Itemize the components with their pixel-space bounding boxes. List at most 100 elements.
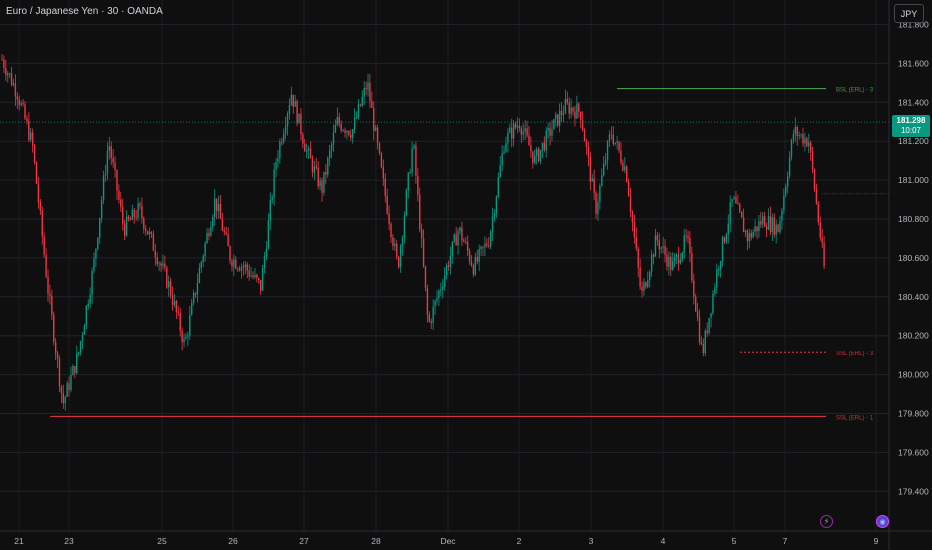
candle-body: [214, 198, 216, 218]
candle-body: [275, 162, 277, 170]
candle-body: [210, 227, 212, 236]
candle-body: [581, 120, 584, 131]
globe-icon[interactable]: ◉: [876, 515, 889, 528]
candle-body: [286, 113, 289, 127]
candle-body: [765, 226, 768, 230]
candle-body: [744, 230, 747, 233]
candle-body: [549, 127, 551, 136]
candle-body: [139, 203, 141, 206]
candle-body: [323, 171, 325, 193]
price-axis[interactable]: 181.800 181.600 181.400 181.200 181.000 180.8…: [898, 20, 929, 497]
last-price-badge: 181.298 10:07: [892, 115, 930, 137]
candle-body: [68, 383, 70, 391]
candle-body: [7, 73, 9, 76]
candle-body: [179, 312, 181, 332]
lightning-icon[interactable]: ⚡: [820, 515, 833, 528]
time-tick-label: 26: [228, 536, 238, 546]
candle-body: [666, 254, 668, 267]
candle-body: [219, 203, 222, 219]
candle-body: [319, 180, 321, 187]
candle-body: [706, 330, 708, 334]
candle-body: [399, 246, 402, 268]
candle-body: [647, 280, 649, 288]
time-tick-label: 7: [783, 536, 788, 546]
candle-body: [384, 178, 386, 196]
candle-body: [639, 267, 641, 287]
candle-body: [267, 220, 270, 249]
candle-body: [79, 341, 82, 353]
candle-body: [120, 199, 122, 208]
candle-body: [823, 243, 825, 267]
candle-body: [33, 145, 36, 163]
candle-body: [181, 331, 183, 343]
candle-body: [47, 276, 49, 294]
price-tick-label: 181.400: [898, 97, 929, 107]
candle-body: [547, 127, 549, 131]
candle-body: [796, 126, 798, 137]
candle-body: [658, 240, 660, 249]
price-tick-label: 180.600: [898, 253, 929, 263]
candle-body: [45, 255, 47, 277]
candle-body: [480, 246, 482, 250]
candle-body: [328, 150, 331, 159]
candle-body: [54, 341, 57, 354]
candle-body: [762, 216, 764, 225]
candle-body: [300, 113, 302, 135]
candle-body: [466, 242, 469, 251]
candle-body: [708, 317, 710, 334]
candle-body: [382, 167, 385, 179]
candle-body: [235, 259, 237, 269]
candle-body: [290, 94, 293, 106]
candle-body: [463, 240, 465, 242]
time-tick-label: 9: [874, 536, 879, 546]
candle-body: [543, 142, 546, 151]
candle-body: [664, 246, 666, 255]
currency-button[interactable]: JPY: [894, 4, 924, 23]
candle-body: [162, 263, 164, 266]
candle-body: [809, 142, 812, 152]
candle-body: [802, 134, 804, 144]
time-tick-label: Dec: [440, 536, 456, 546]
candle-body: [261, 268, 264, 291]
candle-body: [737, 203, 739, 205]
candle-body: [221, 218, 224, 231]
candle-body: [30, 132, 32, 140]
candle-body: [258, 278, 260, 280]
candle-body: [660, 247, 662, 249]
candle-body: [125, 216, 128, 236]
candle-body: [202, 256, 204, 263]
candle-body: [691, 252, 693, 281]
candle-body: [145, 228, 147, 231]
candle-body: [719, 261, 722, 270]
candle-body: [227, 234, 229, 247]
candle-body: [102, 175, 105, 200]
candle-body: [775, 224, 777, 235]
candle-body: [781, 210, 783, 221]
last-price-value: 181.298: [896, 116, 926, 125]
candle-body: [792, 133, 795, 140]
candle-body: [700, 342, 703, 344]
candle-body: [493, 213, 496, 217]
candle-body: [443, 275, 446, 287]
candle-body: [723, 237, 726, 243]
candle-body: [560, 110, 563, 116]
candle-body: [114, 162, 116, 170]
candle-body: [240, 266, 243, 271]
candle-body: [380, 153, 383, 168]
candle-body: [422, 238, 425, 267]
candle-body: [135, 217, 137, 219]
time-tick-label: 3: [589, 536, 594, 546]
candle-body: [403, 215, 406, 238]
candle-body: [570, 107, 572, 114]
candle-body: [304, 143, 306, 152]
candle-body: [677, 254, 680, 264]
level-label: BSL (ERL) - 3: [836, 88, 874, 94]
candle-body: [476, 256, 478, 262]
candle-body: [491, 216, 494, 232]
symbol-title[interactable]: Euro / Japanese Yen · 30 · OANDA: [6, 6, 163, 17]
candle-body: [5, 68, 7, 76]
candle-body: [53, 314, 55, 342]
time-axis[interactable]: 21 23 25 26 27 28 Dec 2 3 4 5 7 9: [14, 536, 878, 546]
candle-body: [716, 269, 718, 288]
